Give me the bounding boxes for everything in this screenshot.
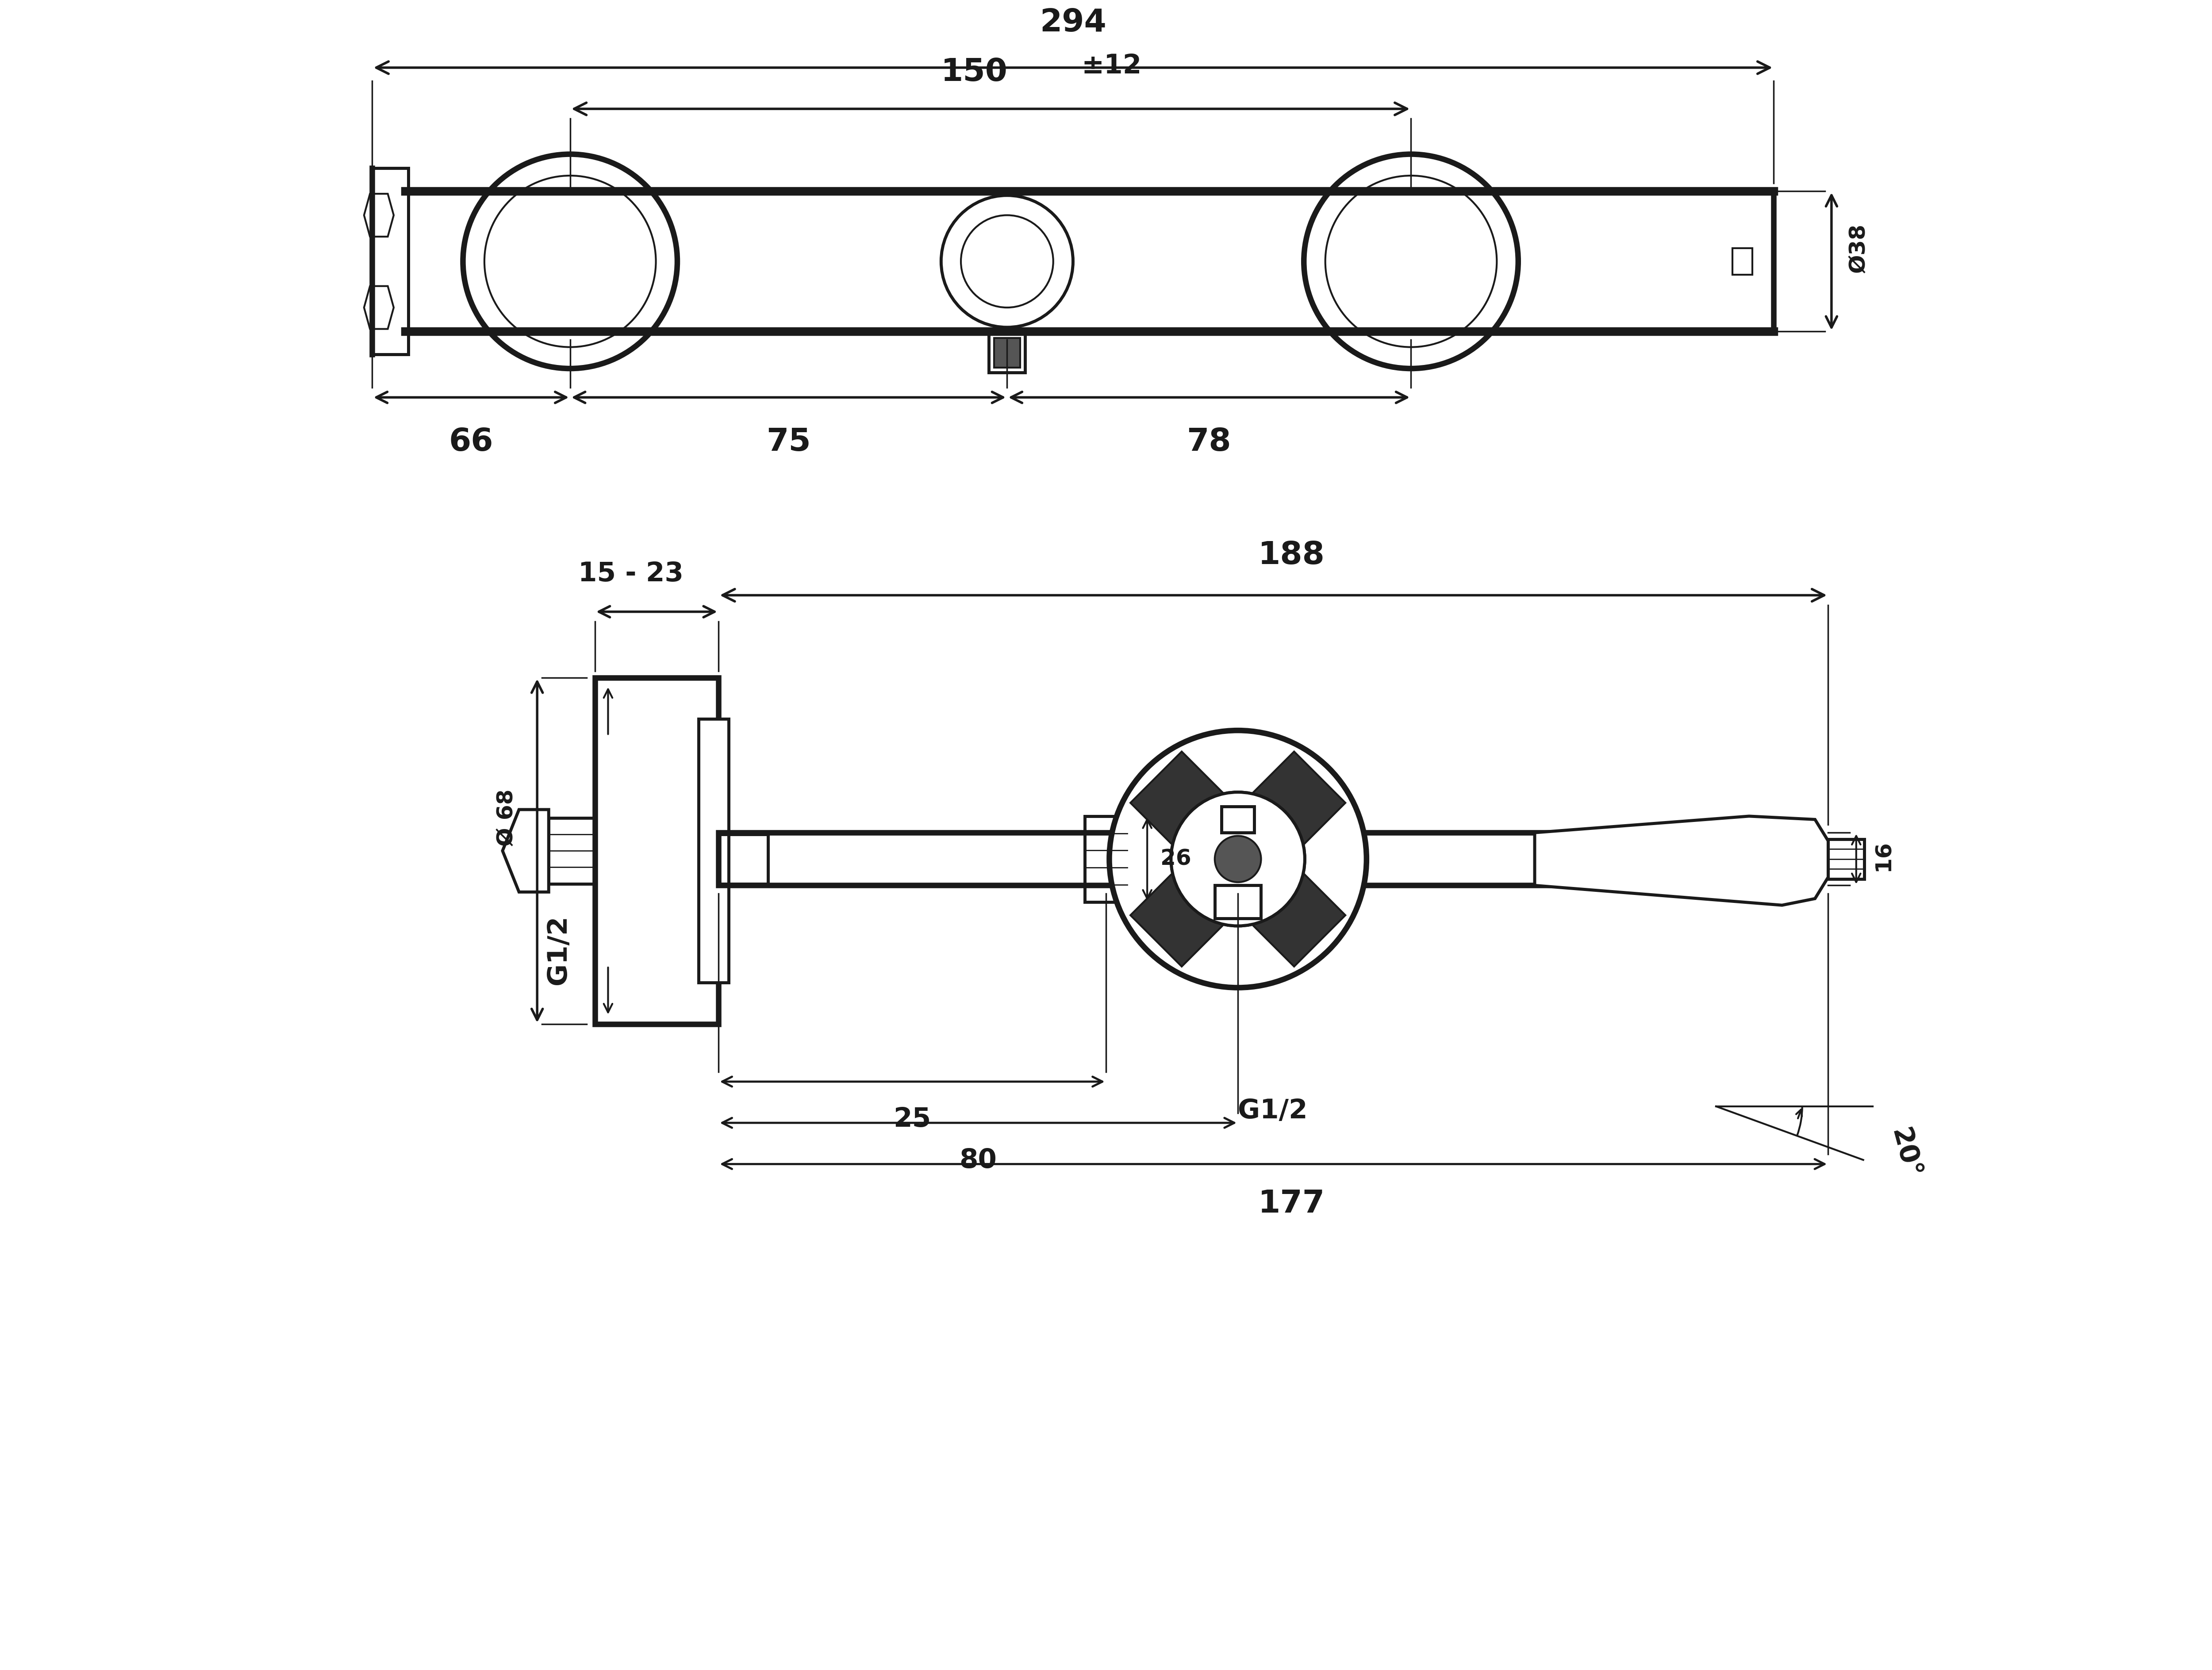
Bar: [1221, 807, 1254, 833]
Polygon shape: [1212, 833, 1345, 967]
Bar: [699, 718, 728, 982]
Bar: [719, 833, 1717, 885]
Text: 80: 80: [960, 1147, 998, 1174]
Text: ±12: ±12: [1082, 53, 1141, 78]
Bar: [595, 678, 719, 1024]
Polygon shape: [365, 286, 394, 329]
Text: 78: 78: [1188, 428, 1232, 458]
Bar: [1214, 885, 1261, 918]
Text: 188: 188: [1259, 539, 1325, 571]
Polygon shape: [1535, 817, 1827, 905]
Bar: [989, 331, 1024, 372]
Polygon shape: [365, 194, 394, 237]
Circle shape: [1170, 792, 1305, 925]
Text: 20°: 20°: [1887, 1126, 1924, 1181]
Bar: [372, 169, 409, 354]
Text: 294: 294: [1040, 7, 1106, 38]
Text: Ø 68: Ø 68: [495, 790, 518, 847]
Bar: [719, 835, 768, 883]
Circle shape: [1108, 730, 1367, 987]
Bar: [1084, 817, 1128, 902]
Bar: [1827, 840, 1865, 878]
Text: 25: 25: [894, 1106, 931, 1132]
Text: 177: 177: [1259, 1189, 1325, 1219]
Polygon shape: [1212, 752, 1345, 885]
Polygon shape: [1130, 752, 1263, 885]
Circle shape: [1214, 837, 1261, 882]
Text: G1/2: G1/2: [1239, 1099, 1307, 1124]
Bar: [1732, 249, 1752, 274]
Text: G1/2: G1/2: [546, 915, 571, 985]
Bar: [549, 818, 595, 883]
Text: 16: 16: [1874, 840, 1893, 872]
Polygon shape: [502, 810, 549, 892]
Polygon shape: [1130, 833, 1263, 967]
Text: 26: 26: [1161, 848, 1192, 870]
Text: 150: 150: [940, 57, 1006, 87]
Bar: [993, 337, 1020, 367]
Text: 66: 66: [449, 428, 493, 458]
Text: 15 - 23: 15 - 23: [577, 561, 684, 586]
Text: Ø38: Ø38: [1847, 224, 1869, 272]
Text: 75: 75: [765, 428, 812, 458]
